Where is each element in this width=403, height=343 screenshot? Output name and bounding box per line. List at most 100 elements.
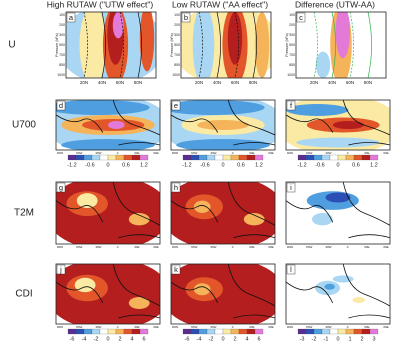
- panel: l 90W 60W 30W 0 30E 60E: [285, 263, 391, 329]
- colorbar-cell: [230, 154, 240, 161]
- row-label: U700: [12, 120, 36, 131]
- panel-frame: [180, 11, 272, 79]
- row-label: T2M: [14, 208, 34, 219]
- panel-fill: [171, 182, 275, 244]
- field: [332, 121, 364, 129]
- x-tick-label: 90W: [172, 325, 178, 329]
- y-tick-label: 100: [174, 13, 180, 17]
- colorbar-label: 6: [142, 336, 145, 342]
- panel-letter-box: [296, 12, 306, 23]
- row-label: U: [8, 40, 15, 51]
- colorbar-cell: [107, 154, 117, 161]
- colorbar-cell: [206, 328, 216, 335]
- x-tick-label: 30W: [325, 151, 331, 155]
- colorbar-cell: [321, 328, 331, 335]
- colorbar-label: 4: [130, 336, 133, 342]
- panel-frame: [170, 181, 276, 245]
- panel-fill: [286, 264, 390, 324]
- field: [332, 275, 354, 283]
- colorbar-label: 2: [360, 336, 363, 342]
- colorbar-cell: [131, 328, 141, 335]
- colorbar-cell: [190, 154, 200, 161]
- y-tick-label: 850: [289, 63, 295, 67]
- x-tick-label: 60E: [153, 151, 158, 155]
- colorbar-cell: [198, 328, 208, 335]
- contour: [119, 12, 124, 78]
- colorbar-cell: [313, 154, 323, 161]
- x-tick-label: 40N: [98, 80, 106, 85]
- colorbar-label: 1.2: [255, 162, 263, 168]
- panel-letter-box: [56, 100, 66, 111]
- panel: j 90W 60W 30W 0 30E 60E: [55, 263, 161, 329]
- y-tick-label: 100: [59, 13, 65, 17]
- colorbar-cell: [361, 328, 371, 335]
- field: [352, 297, 366, 303]
- colorbar-label: -3: [300, 336, 305, 342]
- panel-frame: [170, 263, 276, 325]
- field: [315, 51, 331, 78]
- field: [171, 100, 265, 115]
- colorbar-label: 0.6: [352, 162, 360, 168]
- panel-fill: [66, 12, 156, 78]
- y-tick-label: 1000: [57, 73, 65, 77]
- contour: [367, 12, 372, 78]
- x-tick-label: 0: [232, 151, 234, 155]
- panel-letter: g: [59, 183, 63, 192]
- field: [296, 137, 380, 148]
- colorbar-label: 0: [336, 162, 339, 168]
- colorbar-label: -0.6: [85, 162, 94, 168]
- x-tick-label: 0: [347, 245, 349, 249]
- panel-letter: f: [290, 101, 293, 110]
- panel: b Pressure (hPa) 100 200 300 500 700 850 1000 20N…: [170, 11, 272, 85]
- y-tick-label: 700: [174, 53, 180, 57]
- y-tick-label: 200: [59, 23, 65, 27]
- colorbar-label: 6: [257, 336, 260, 342]
- colorbar-cell: [353, 154, 363, 161]
- colorbar-cell: [238, 328, 248, 335]
- x-tick-label: 90W: [287, 245, 293, 249]
- panel-letter-box: [181, 12, 191, 23]
- colorbar-label: -0.6: [200, 162, 209, 168]
- colorbar-cell: [353, 328, 363, 335]
- field: [112, 12, 124, 39]
- x-tick-label: 20N: [80, 80, 88, 85]
- colorbar-label: -6: [70, 336, 75, 342]
- panel-frame: [55, 99, 161, 151]
- x-tick-label: 20N: [310, 80, 318, 85]
- panel-frame: [65, 11, 157, 79]
- contour: [198, 12, 203, 78]
- x-tick-label: 90W: [57, 151, 63, 155]
- colorbar-cell: [214, 328, 224, 335]
- field: [192, 12, 215, 78]
- x-tick-label: 90W: [172, 151, 178, 155]
- colorbar-cell: [83, 328, 93, 335]
- colorbar-cell: [305, 154, 315, 161]
- field: [176, 139, 270, 150]
- y-tick-label: 300: [289, 33, 295, 37]
- y-tick-label: 1000: [287, 73, 295, 77]
- colorbar-label: 0: [106, 336, 109, 342]
- colorbar-label: 4: [245, 336, 248, 342]
- colorbar-label: 0: [221, 336, 224, 342]
- x-tick-label: 30W: [325, 325, 331, 329]
- x-tick-label: 90W: [57, 245, 63, 249]
- field: [61, 139, 155, 150]
- field: [139, 12, 155, 72]
- panel: d 90W 60W 30W 0 30E 60E: [55, 99, 161, 155]
- colorbar-label: 0: [221, 162, 224, 168]
- x-tick-label: 30E: [134, 151, 139, 155]
- colorbar-cell: [91, 328, 101, 335]
- y-tick-label: 500: [289, 43, 295, 47]
- field: [193, 200, 211, 213]
- panel: c Pressure (hPa) 100 200 300 500 700 850 1000 20N…: [285, 11, 387, 85]
- panel-letter-box: [171, 182, 181, 193]
- x-tick-label: 0: [347, 325, 349, 329]
- colorbar-cell: [238, 154, 248, 161]
- x-tick-label: 90W: [287, 325, 293, 329]
- coastline: [171, 264, 275, 319]
- colorbar-cell: [313, 328, 323, 335]
- panel: a Pressure (hPa) 100 200 300 500 700 850 1000 20N…: [55, 11, 157, 85]
- colorbar-cell: [369, 328, 379, 335]
- colorbar-cell: [329, 154, 339, 161]
- colorbar-cell: [75, 328, 85, 335]
